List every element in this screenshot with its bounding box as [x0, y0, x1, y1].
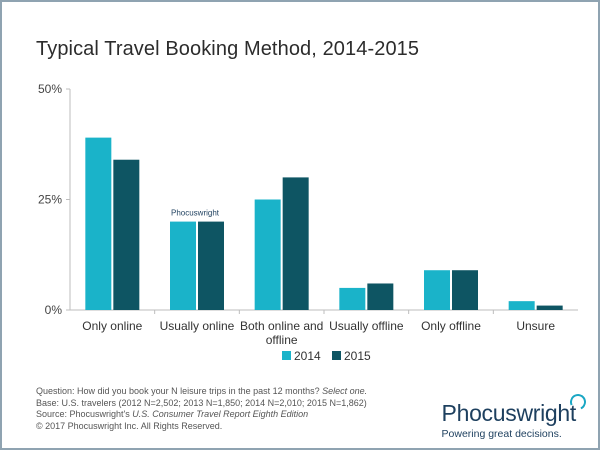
chart-footer: Question: How did you book your N leisur…	[36, 386, 367, 432]
y-tick-label: 50%	[38, 82, 62, 96]
x-category-label: Only offline	[421, 319, 481, 333]
watermark-logo: Phocuswright	[171, 209, 220, 218]
bar-2014	[339, 287, 366, 310]
x-category-label: Only online	[82, 319, 142, 333]
x-category-label: Usually online	[160, 319, 235, 333]
bar-2014	[85, 137, 112, 310]
brand-logo: Phocuswright Powering great decisions.	[441, 391, 589, 440]
chart-title: Typical Travel Booking Method, 2014-2015	[36, 38, 420, 60]
legend-swatch-2015	[332, 351, 341, 360]
bar-2014	[254, 199, 281, 310]
legend-label-2014: 2014	[294, 349, 321, 363]
y-tick-label: 25%	[38, 193, 62, 207]
x-category-label: Both online and	[240, 319, 323, 333]
brand-name: Phocuswright	[442, 391, 589, 427]
x-category-label: Usually offline	[329, 319, 404, 333]
bar-2015	[367, 283, 394, 310]
bar-2015	[198, 221, 224, 310]
footer-copyright: © 2017 Phocuswright Inc. All Rights Rese…	[36, 420, 223, 431]
bar-2015	[282, 177, 309, 310]
y-tick-label: 0%	[45, 303, 63, 317]
bar-2015	[113, 159, 140, 310]
bar-2014	[170, 221, 196, 310]
brand-tagline: Powering great decisions.	[441, 428, 562, 440]
footer-question: Question: How did you book your N leisur…	[36, 386, 368, 396]
x-category-label: Unsure	[516, 319, 555, 333]
legend-label-2015: 2015	[344, 349, 371, 363]
bar-2015	[452, 270, 478, 310]
footer-source: Source: Phocuswright's U.S. Consumer Tra…	[36, 409, 309, 419]
bar-2014	[508, 301, 535, 310]
x-category-label: offline	[266, 333, 298, 347]
bar-2014	[424, 270, 450, 310]
bar-2015	[536, 305, 563, 310]
footer-base: Base: U.S. travelers (2012 N=2,502; 2013…	[36, 397, 367, 408]
legend-swatch-2014	[282, 351, 291, 360]
